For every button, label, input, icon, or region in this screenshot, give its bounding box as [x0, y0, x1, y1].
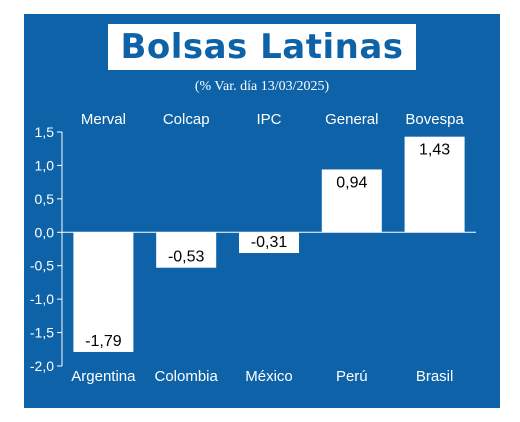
index-label: IPC	[256, 111, 281, 128]
bar-colombia	[156, 232, 217, 268]
chart-subtitle: (% Var. día 13/03/2025)	[194, 79, 330, 94]
category-label: Brasil	[416, 368, 454, 385]
category-label: Colombia	[155, 368, 219, 385]
y-tick-label: 0,0	[35, 224, 55, 240]
bars	[73, 136, 465, 352]
y-tick-label: -1,0	[30, 291, 54, 307]
bar-perú	[321, 169, 382, 233]
y-tick-label: -2,0	[30, 358, 54, 374]
value-label: 0,94	[336, 174, 367, 191]
y-tick-label: -0,5	[30, 258, 54, 274]
index-label: Colcap	[163, 111, 210, 128]
value-label: -0,53	[168, 249, 205, 266]
category-label: Perú	[336, 368, 368, 385]
index-label: Merval	[81, 111, 126, 128]
y-tick-label: -1,5	[30, 325, 54, 341]
chart-title: Bolsas Latinas	[108, 24, 416, 70]
category-label: México	[245, 368, 293, 385]
y-tick-label: 1,5	[35, 124, 55, 140]
labels: -1,79 Merval Argentina -0,53 Colcap Colombia -…	[71, 111, 464, 385]
index-label: General	[325, 111, 378, 128]
bar-méxico	[239, 232, 299, 254]
bar-argentina	[73, 232, 134, 352]
value-label: -0,31	[251, 234, 288, 251]
value-label: -1,79	[85, 333, 122, 350]
value-label: 1,43	[419, 142, 450, 159]
bar-brasil	[404, 136, 465, 233]
y-tick-label: 0,5	[35, 191, 55, 207]
y-tick-label: 1,0	[35, 157, 55, 173]
index-label: Bovespa	[405, 111, 464, 128]
category-label: Argentina	[71, 368, 136, 385]
